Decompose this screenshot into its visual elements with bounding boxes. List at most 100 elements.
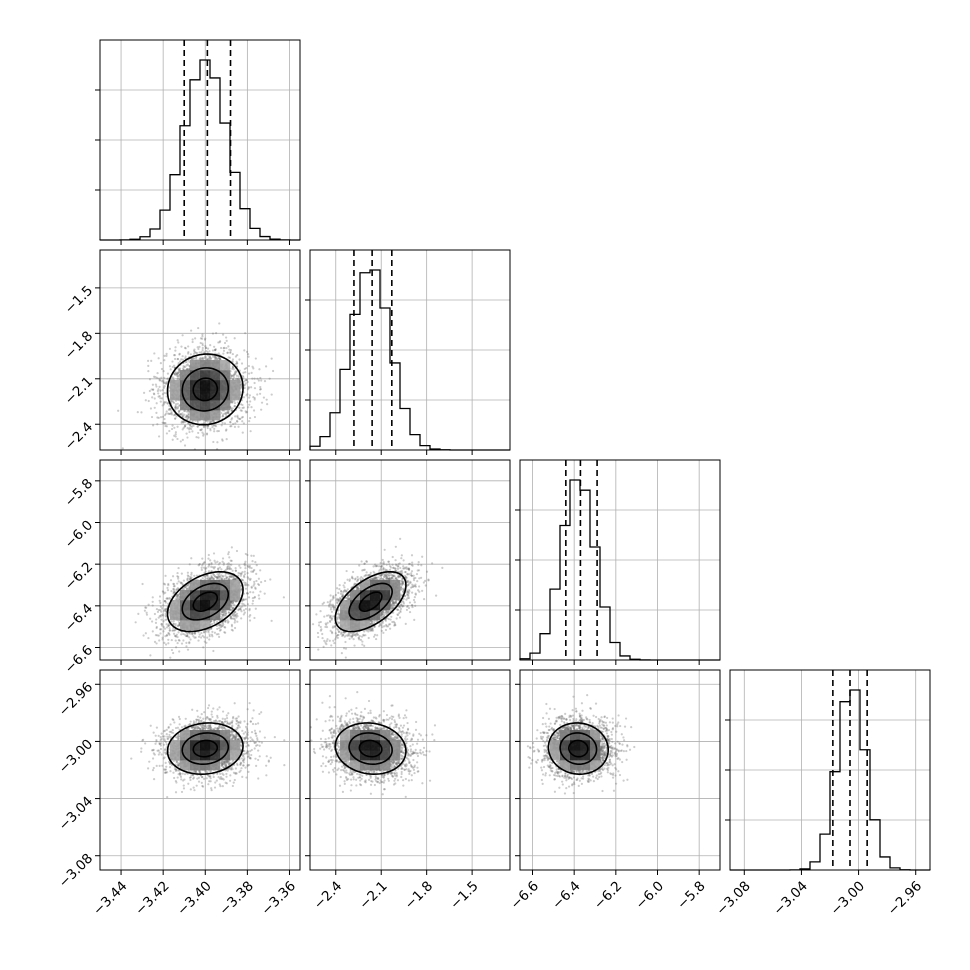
sample-point	[231, 569, 234, 572]
sample-point	[213, 574, 216, 577]
sample-point	[217, 573, 221, 576]
sample-point	[248, 619, 252, 622]
sample-point	[183, 444, 187, 447]
sample-point	[253, 582, 256, 585]
sample-point	[229, 600, 233, 603]
sample-point	[172, 620, 175, 623]
sample-point	[240, 362, 244, 365]
sample-point	[253, 415, 257, 419]
sample-point	[147, 370, 150, 373]
density-cell	[210, 380, 221, 391]
sample-point	[223, 613, 226, 617]
sample-point	[173, 434, 176, 437]
sample-point	[221, 421, 224, 425]
sample-point	[159, 397, 162, 400]
sample-point	[230, 546, 233, 549]
sample-point	[245, 394, 248, 397]
sample-point	[163, 641, 166, 644]
sample-point	[215, 621, 219, 624]
sample-point	[191, 633, 194, 636]
sample-point	[175, 588, 178, 591]
sample-point	[196, 425, 199, 428]
sample-point	[183, 346, 187, 350]
sample-point	[237, 608, 240, 611]
sample-point	[253, 377, 256, 380]
sample-point	[178, 592, 181, 596]
sample-point	[185, 364, 188, 367]
sample-point	[231, 378, 235, 381]
sample-point	[187, 415, 190, 418]
sample-point	[250, 386, 253, 389]
sample-point	[169, 368, 172, 371]
sample-point	[248, 607, 251, 611]
sample-point	[206, 577, 210, 580]
sample-point	[232, 422, 235, 426]
sample-point	[232, 607, 235, 610]
sample-point	[158, 595, 162, 598]
sample-point	[218, 356, 221, 359]
sample-point	[160, 397, 164, 400]
sample-point	[257, 379, 260, 382]
sample-point	[183, 409, 186, 413]
sample-point	[224, 574, 227, 577]
sample-point	[242, 371, 245, 374]
sample-point	[185, 415, 188, 418]
sample-point	[149, 617, 152, 620]
sample-point	[156, 416, 159, 419]
sample-point	[197, 347, 200, 351]
sample-point	[183, 633, 186, 636]
sample-point	[148, 389, 151, 393]
sample-point	[242, 609, 246, 612]
sample-point	[161, 636, 164, 639]
density-cell	[220, 380, 231, 391]
sample-point	[210, 627, 213, 631]
sample-point	[174, 624, 177, 627]
panel-3-3-axes	[725, 670, 930, 875]
sample-point	[163, 599, 166, 603]
sample-point	[176, 377, 179, 380]
sample-point	[177, 566, 180, 570]
sample-point	[180, 582, 183, 585]
sample-point	[215, 633, 218, 636]
sample-point	[214, 425, 218, 428]
sample-point	[230, 599, 233, 603]
sample-point	[184, 355, 187, 358]
sample-point	[198, 351, 201, 354]
sample-point	[151, 620, 154, 623]
sample-point	[245, 350, 249, 353]
sample-point	[218, 357, 222, 360]
sample-point	[246, 564, 249, 567]
sample-point	[225, 576, 228, 579]
sample-point	[230, 600, 233, 603]
sample-point	[232, 368, 235, 371]
sample-point	[196, 420, 199, 423]
sample-point	[237, 377, 240, 380]
sample-point	[161, 590, 164, 593]
sample-point	[195, 436, 198, 439]
sample-point	[189, 638, 192, 641]
sample-point	[230, 409, 234, 412]
sample-point	[210, 620, 213, 623]
sample-point	[168, 408, 171, 411]
sample-point	[157, 435, 161, 438]
sample-point	[249, 577, 252, 580]
sample-point	[207, 631, 210, 634]
sample-point	[170, 411, 173, 414]
sample-point	[186, 633, 189, 636]
sample-point	[224, 610, 228, 613]
sample-point	[236, 401, 239, 404]
sample-point	[231, 367, 234, 370]
sample-point	[174, 413, 177, 416]
sample-point	[269, 578, 272, 581]
sample-point	[159, 609, 162, 612]
sample-point	[187, 575, 190, 578]
sample-point	[226, 621, 230, 624]
sample-point	[212, 420, 216, 423]
sample-point	[228, 575, 232, 578]
sample-point	[229, 559, 232, 562]
sample-point	[230, 601, 233, 604]
sample-point	[254, 586, 257, 589]
sample-point	[243, 384, 246, 387]
sample-point	[241, 415, 244, 419]
panel-2-0-axes	[95, 460, 300, 665]
